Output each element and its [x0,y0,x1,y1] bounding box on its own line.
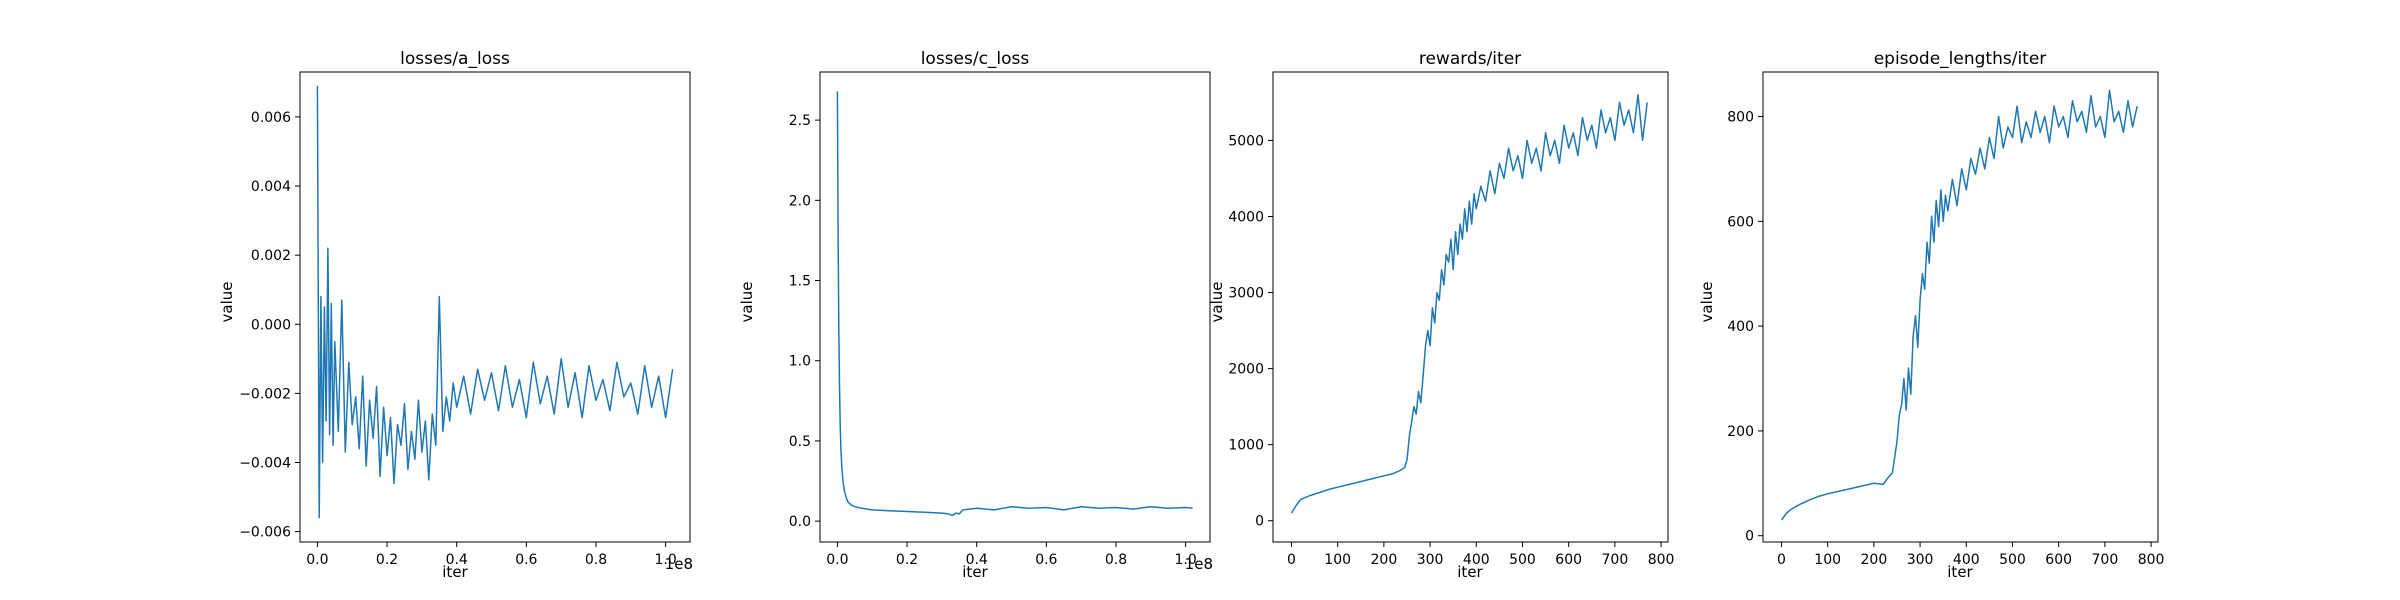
axes-frame [819,71,1211,543]
x-tick-label: 0.4 [966,552,988,568]
x-tick-label: 600 [1555,552,1582,568]
x-tick-label: 0 [1777,552,1786,568]
y-tick-label: 400 [1727,319,1754,335]
series-line-0 [1290,94,1648,514]
y-tick-label: 1000 [1228,438,1264,454]
x-offset-text: 1e8 [665,555,693,573]
chart-title: losses/c_loss [921,49,1030,69]
x-tick-label: 500 [1999,552,2026,568]
panel-a-loss: losses/a_loss 0.0 0.2 0.4 0.6 0.8 1.0 −0.006 −0… [218,49,693,581]
plot-area: 0 100 200 300 400 500 600 700 800 0 200 400 600 800 [1727,71,2165,568]
y-tick-label: 0.000 [251,317,291,333]
chart-title: losses/a_loss [400,49,510,69]
y-tick-label: 0 [1745,529,1754,545]
x-tick-label: 0.0 [826,552,848,568]
x-tick-label: 200 [1371,552,1398,568]
x-tick-label: 0.8 [585,552,607,568]
x-tick-label: 300 [1417,552,1444,568]
x-axis-label: iter [1947,563,1973,581]
plot-area: 0.0 0.2 0.4 0.6 0.8 1.0 0.0 0.5 1.0 1.5 2.0 2.5 [789,71,1211,568]
series-line-0 [836,91,1193,517]
y-tick-label: 4000 [1228,209,1264,225]
axes-frame [1762,71,2159,543]
x-tick-label: 800 [2138,552,2165,568]
y-tick-label: 0.002 [251,248,291,264]
y-tick-label: 2000 [1228,362,1264,378]
x-axis-label: iter [1457,563,1483,581]
x-tick-label: 1.0 [1174,552,1196,568]
y-tick-label: −0.006 [239,525,291,541]
y-tick-label: 3000 [1228,286,1264,302]
plot-area: 0 100 200 300 400 500 600 700 800 0 1000 2000 3000 40… [1228,71,1675,568]
plot-area: 0.0 0.2 0.4 0.6 0.8 1.0 −0.006 −0.004 −0.002 0.00… [239,71,691,568]
x-offset-text: 1e8 [1185,555,1213,573]
y-tick-label: 0.004 [251,179,291,195]
y-axis-label: value [218,282,236,323]
y-axis-label: value [738,282,756,323]
x-tick-label: 0.0 [306,552,328,568]
x-axis-label: iter [962,563,988,581]
x-tick-label: 500 [1509,552,1536,568]
panel-rewards: rewards/iter 0 100 200 300 400 500 600 700 800 0 1… [1208,49,1674,581]
y-tick-label: 1.5 [789,274,811,290]
x-tick-label: 0 [1287,552,1296,568]
x-tick-label: 1.0 [654,552,676,568]
x-tick-label: 400 [1953,552,1980,568]
x-tick-label: 600 [2045,552,2072,568]
x-tick-label: 200 [1861,552,1888,568]
x-axis-label: iter [442,563,468,581]
y-tick-label: 2.5 [789,113,811,129]
x-tick-label: 800 [1648,552,1675,568]
x-tick-label: 0.2 [896,552,918,568]
x-tick-label: 400 [1463,552,1490,568]
x-tick-label: 0.6 [515,552,537,568]
x-tick-label: 700 [2092,552,2119,568]
x-tick-label: 0.6 [1035,552,1057,568]
y-tick-label: 5000 [1228,133,1264,149]
y-tick-label: 0.0 [789,514,811,530]
y-tick-label: 800 [1727,110,1754,126]
y-tick-label: 200 [1727,424,1754,440]
y-tick-label: 0.5 [789,434,811,450]
panel-episode-lengths: episode_lengths/iter 0 100 200 300 400 500 600… [1698,49,2164,581]
x-tick-label: 0.2 [376,552,398,568]
y-axis-label: value [1698,282,1716,323]
x-tick-label: 0.4 [446,552,468,568]
axes-frame [1272,71,1669,543]
chart-title: episode_lengths/iter [1874,49,2047,69]
y-tick-label: 0 [1255,514,1264,530]
series-line-0 [316,85,674,519]
x-tick-label: 0.8 [1105,552,1127,568]
y-tick-label: −0.002 [239,386,291,402]
axes-frame [299,71,691,543]
y-axis-label: value [1208,282,1226,323]
y-tick-label: 600 [1727,214,1754,230]
panel-c-loss: losses/c_loss 0.0 0.2 0.4 0.6 0.8 1.0 0.0 0.5 1.… [738,49,1213,581]
chart-title: rewards/iter [1419,49,1521,69]
x-tick-label: 300 [1907,552,1934,568]
x-tick-label: 100 [1324,552,1351,568]
x-tick-label: 700 [1602,552,1629,568]
y-tick-label: 0.006 [251,110,291,126]
y-tick-label: 2.0 [789,193,811,209]
series-line-0 [1780,89,2138,521]
x-tick-label: 100 [1814,552,1841,568]
y-tick-label: 1.0 [789,354,811,370]
y-tick-label: −0.004 [239,456,291,472]
